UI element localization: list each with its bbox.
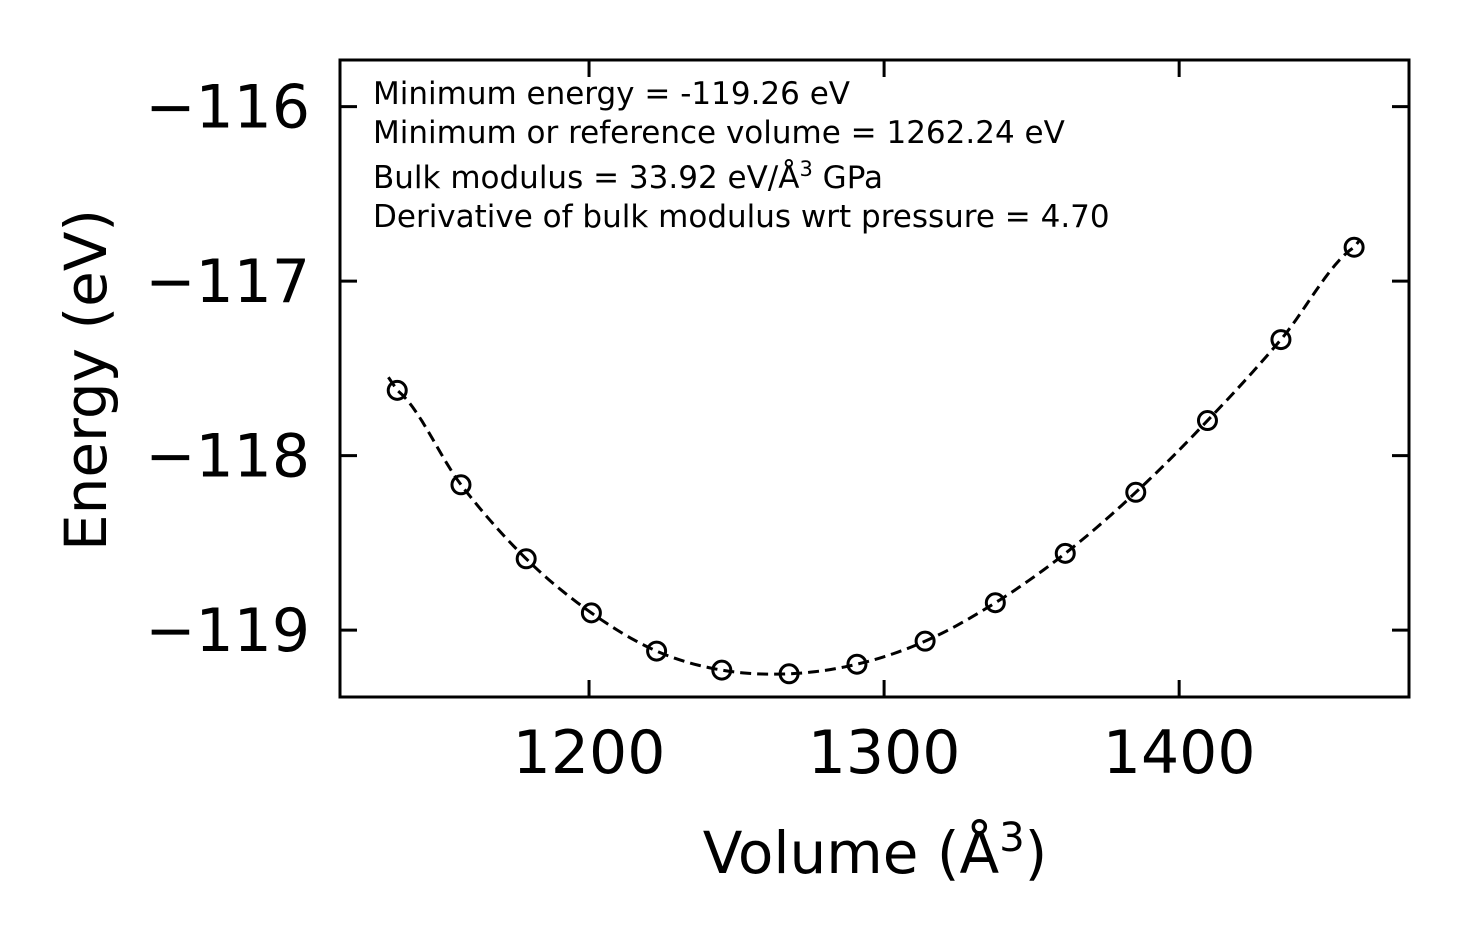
x-tick-label: 1200 (513, 718, 666, 788)
x-axis-label: Volume (Å3) (703, 815, 1048, 887)
data-point (984, 592, 1006, 614)
data-point (646, 640, 668, 662)
annotation-derivative: Derivative of bulk modulus wrt pressure … (373, 199, 1110, 235)
y-axis-label: Energy (eV) (52, 209, 120, 551)
axis-ticks (340, 60, 1409, 697)
annotation-bulk-sup: 3 (799, 157, 812, 181)
data-point (778, 663, 800, 685)
data-point (580, 602, 602, 624)
y-tick-label: −118 (145, 422, 310, 492)
annotation-bulk-suffix: GPa (813, 160, 883, 196)
annotation-ref-volume: Minimum or reference volume = 1262.24 eV (373, 115, 1065, 151)
y-tick-label: −119 (145, 596, 310, 666)
data-point (1054, 542, 1076, 564)
data-point (1270, 329, 1292, 351)
x-axis-label-close: ) (1025, 819, 1048, 887)
data-point (1125, 481, 1147, 503)
y-tick-label: −116 (145, 73, 310, 143)
data-point (515, 548, 537, 570)
plot-frame (338, 58, 1411, 699)
data-point (914, 630, 936, 652)
annotation-bulk-modulus: Bulk modulus = 33.92 eV/Å3 GPa (373, 157, 883, 196)
data-point (1196, 410, 1218, 432)
fit-curve (387, 239, 1361, 676)
annotation-min-energy: Minimum energy = -119.26 eV (373, 76, 850, 112)
data-point (846, 653, 868, 675)
data-point (711, 659, 733, 681)
data-points (386, 236, 1365, 685)
x-axis-label-sup: 3 (999, 815, 1024, 861)
y-tick-label: −117 (145, 247, 310, 317)
data-point (450, 474, 472, 496)
x-axis-label-main: Volume (Å (703, 818, 1000, 887)
tick-labels: 1200 1300 1400 −116 −117 −118 −119 (145, 73, 1255, 788)
annotation-block: Minimum energy = -119.26 eV Minimum or r… (373, 76, 1110, 235)
data-point (1343, 236, 1365, 258)
x-tick-label: 1400 (1103, 718, 1256, 788)
annotation-bulk-prefix: Bulk modulus = 33.92 eV/Å (373, 160, 799, 196)
data-point (386, 379, 408, 401)
x-tick-label: 1300 (808, 718, 961, 788)
